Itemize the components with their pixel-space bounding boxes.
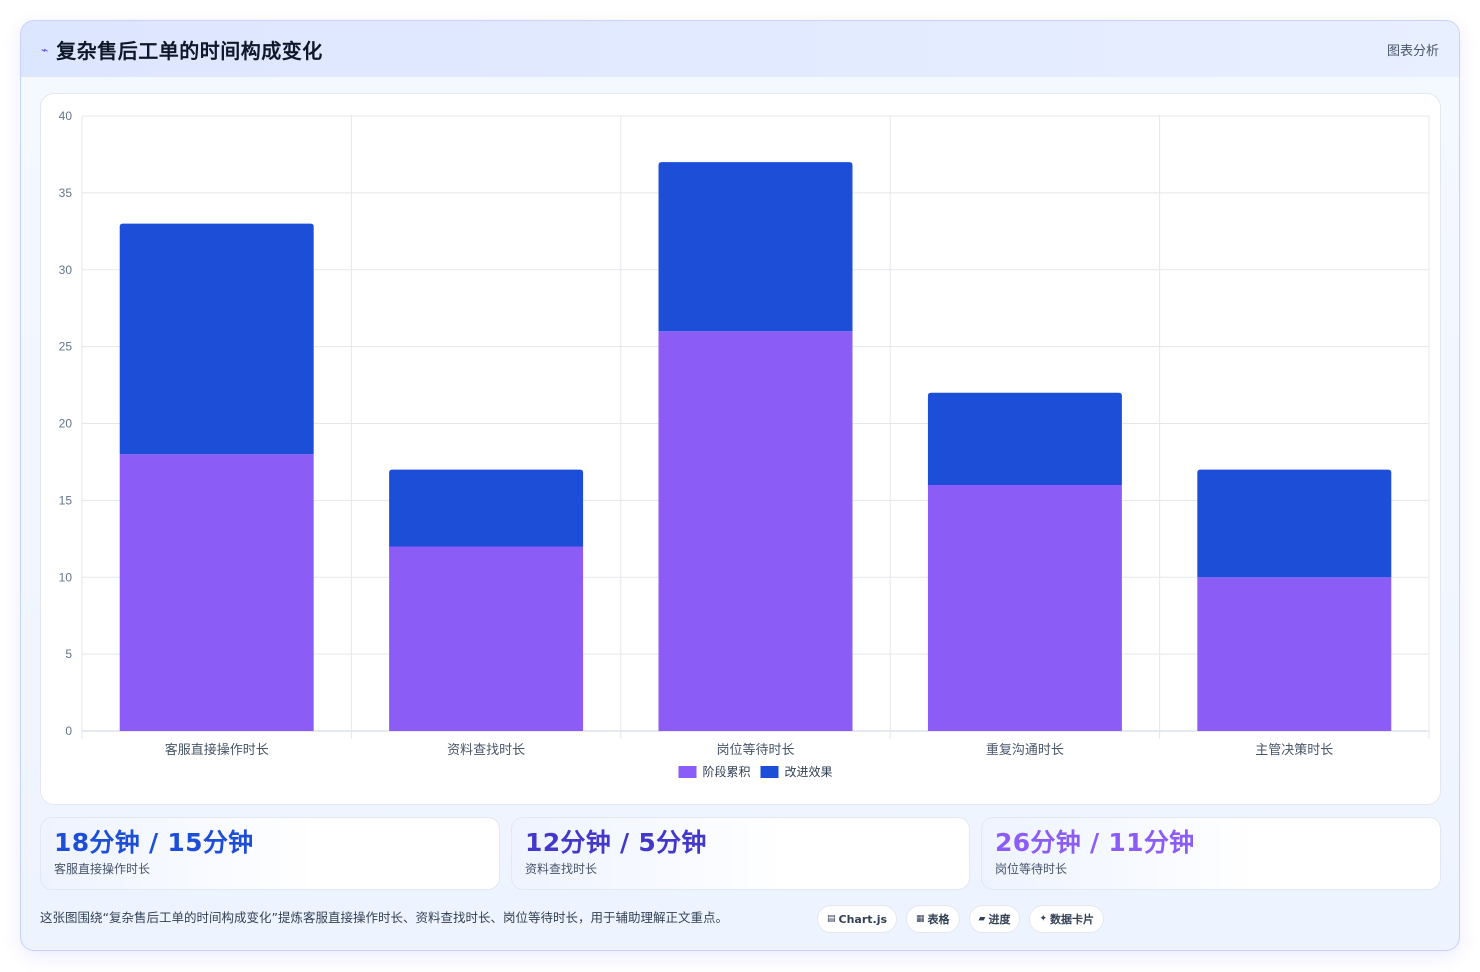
- chip-label: 进度: [988, 913, 1011, 926]
- chart-title: 复杂售后工单的时间构成变化: [56, 38, 323, 63]
- stat-card-2: 12分钟 / 5分钟 资料查找时长: [511, 817, 970, 890]
- stat-value-1: 18分钟 / 15分钟: [54, 828, 254, 857]
- chart-panel: 0 5 10 15 20 25 30 35 40 客服直接操作时长 资料查找时长 岗位等待时长 重复沟通…: [40, 93, 1441, 805]
- x-tick-label: 岗位等待时长: [716, 742, 794, 758]
- chip-label: Chart.js: [838, 912, 888, 926]
- legend-label: 阶段累积: [703, 764, 751, 779]
- y-tick-label: 15: [59, 493, 73, 507]
- chip-data-card[interactable]: ✦ 数据卡片: [1029, 905, 1105, 933]
- bar-segment: [119, 454, 314, 731]
- bar-segment: [658, 331, 853, 731]
- y-tick-label: 5: [65, 647, 72, 661]
- chip-list: ▤ Chart.js ▦ 表格 ▰ 进度 ✦ 数据卡片: [817, 905, 1105, 933]
- y-tick-label: 25: [59, 340, 73, 354]
- stat-card-1: 18分钟 / 15分钟 客服直接操作时长: [40, 817, 500, 890]
- legend-swatch: [760, 766, 779, 778]
- card-header: ⌁ 复杂售后工单的时间构成变化 图表分析: [21, 21, 1459, 77]
- y-tick-label: 0: [65, 724, 72, 738]
- stat-label-2: 资料查找时长: [525, 862, 598, 876]
- x-tick-label: 客服直接操作时长: [165, 742, 269, 758]
- y-tick-label: 35: [59, 186, 73, 200]
- chip-table[interactable]: ▦ 表格: [906, 905, 960, 933]
- y-tick-label: 20: [59, 417, 73, 431]
- stat-label-3: 岗位等待时长: [995, 862, 1068, 876]
- chart-description: 这张图围绕“复杂售后工单的时间构成变化”提炼客服直接操作时长、资料查找时长、岗位…: [40, 910, 728, 925]
- x-tick-label: 主管决策时长: [1255, 742, 1333, 758]
- bar-segment: [1197, 469, 1392, 578]
- stat-label-1: 客服直接操作时长: [54, 862, 151, 876]
- table-icon: ▦: [916, 914, 925, 924]
- chip-chartjs[interactable]: ▤ Chart.js: [817, 905, 898, 933]
- stacked-bar-chart: 0 5 10 15 20 25 30 35 40 客服直接操作时长 资料查找时长 岗位等待时长 重复沟通…: [59, 109, 1430, 779]
- stat-card-3: 26分钟 / 11分钟 岗位等待时长: [981, 817, 1441, 890]
- bar-segment: [1197, 577, 1392, 731]
- bar-segment: [119, 223, 314, 455]
- y-tick-label: 30: [59, 263, 73, 277]
- y-tick-label: 40: [59, 109, 73, 123]
- y-tick-label: 10: [59, 570, 73, 584]
- chart-card: ⌁ 复杂售后工单的时间构成变化 图表分析 0 5 10 15 20 25 30 35 40 客服直…: [20, 20, 1460, 951]
- x-tick-label: 重复沟通时长: [986, 742, 1064, 758]
- chip-label: 数据卡片: [1050, 913, 1095, 926]
- header-tag: 图表分析: [1386, 43, 1439, 59]
- bar-segment: [658, 162, 853, 332]
- x-tick-label: 资料查找时长: [447, 743, 525, 758]
- bar-segment: [389, 469, 584, 547]
- chip-label: 表格: [927, 913, 950, 926]
- sparkle-icon: ✦: [1039, 914, 1048, 924]
- bar-segment: [389, 546, 584, 731]
- chart-title-icon: ⌁: [41, 43, 49, 57]
- progress-icon: ▰: [978, 914, 986, 924]
- stat-value-3: 26分钟 / 11分钟: [995, 828, 1195, 857]
- bar-segment: [927, 485, 1122, 731]
- stat-value-2: 12分钟 / 5分钟: [525, 828, 707, 857]
- chart-file-icon: ▤: [827, 914, 836, 924]
- legend-swatch: [678, 766, 697, 778]
- chip-progress[interactable]: ▰ 进度: [968, 905, 1021, 933]
- bar-segment: [927, 392, 1122, 485]
- legend-label: 改进效果: [785, 764, 833, 779]
